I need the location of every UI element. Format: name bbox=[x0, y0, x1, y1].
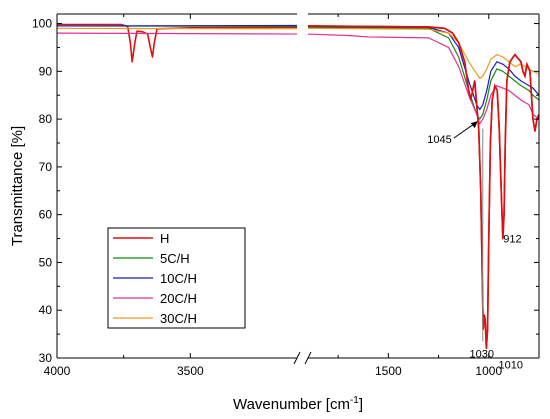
x-tick-label-1: 3500 bbox=[177, 364, 204, 378]
legend-label-2: 10C/H bbox=[160, 271, 197, 286]
y-tick-label-6: 90 bbox=[39, 64, 53, 78]
series-line-3-part-0 bbox=[57, 32, 298, 35]
legend-label-0: H bbox=[160, 231, 169, 246]
y-tick-label-2: 50 bbox=[39, 255, 53, 269]
axis-break-mark-1 bbox=[304, 351, 312, 365]
x-axis-title-end: ] bbox=[359, 396, 363, 413]
legend-label-3: 20C/H bbox=[160, 291, 197, 306]
annotation-arrowhead-1045 bbox=[470, 121, 478, 129]
x-axis-title-main: Wavenumber [cm bbox=[233, 396, 350, 413]
y-tick-label-0: 30 bbox=[39, 351, 53, 365]
series-line-1-part-1 bbox=[307, 26, 539, 120]
annotation-layer: 1045 912 1030 1010 bbox=[427, 121, 523, 371]
x-axis-title-sup: -1 bbox=[350, 395, 359, 406]
y-axis-title: Transmittance [%] bbox=[9, 126, 26, 246]
series-line-0-part-0 bbox=[57, 23, 298, 63]
y-tick-label-4: 70 bbox=[39, 160, 53, 174]
x-tick-label-2: 1500 bbox=[375, 364, 402, 378]
legend-label-4: 30C/H bbox=[160, 311, 197, 326]
x-axis-title: Wavenumber [cm-1] bbox=[233, 395, 363, 413]
series-3 bbox=[57, 32, 539, 125]
x-tick-label-3: 1000 bbox=[475, 364, 502, 378]
series-2 bbox=[57, 24, 539, 111]
x-tick-label-0: 4000 bbox=[44, 364, 71, 378]
y-tick-label-3: 60 bbox=[39, 208, 53, 222]
y-tick-label-1: 40 bbox=[39, 303, 53, 317]
legend-label-1: 5C/H bbox=[160, 251, 190, 266]
series-line-2-part-1 bbox=[307, 25, 539, 111]
legend: H 5C/H 10C/H 20C/H 30C/H bbox=[107, 227, 246, 329]
annotation-1030: 1030 bbox=[470, 349, 494, 361]
series-layer bbox=[57, 23, 539, 350]
annotation-912: 912 bbox=[503, 234, 521, 246]
axes-layer: 30 40 50 60 70 80 90 100 4000 3500 1500 1000 bbox=[32, 13, 540, 378]
annotation-1010: 1010 bbox=[499, 359, 523, 371]
y-tick-label-7: 100 bbox=[32, 17, 52, 31]
y-tick-label-5: 80 bbox=[39, 112, 53, 126]
axis-break-mark-0 bbox=[293, 351, 301, 365]
series-line-3-part-1 bbox=[307, 33, 539, 125]
series-line-0-top bbox=[307, 25, 539, 349]
annotation-1045: 1045 bbox=[427, 134, 451, 146]
